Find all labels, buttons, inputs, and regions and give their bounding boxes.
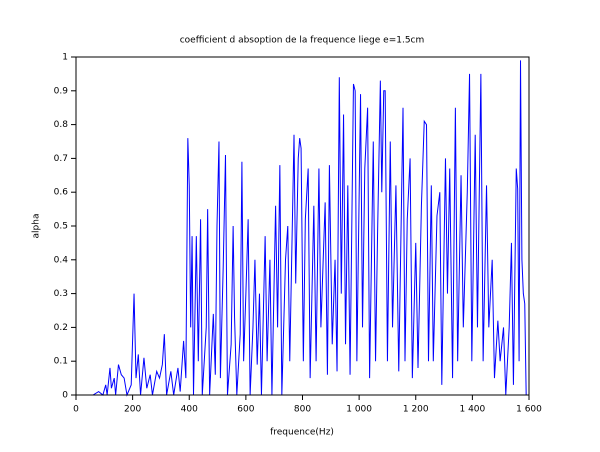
y-tick-label: 0.4	[54, 255, 69, 265]
y-tick-label: 0.1	[54, 357, 68, 367]
y-tick-label: 1	[62, 53, 68, 63]
y-tick-label: 0	[62, 391, 68, 401]
y-tick-label: 0.7	[54, 154, 68, 164]
y-tick-label: 0.5	[54, 222, 68, 232]
chart-title: coefficient d absoption de la frequence …	[180, 36, 425, 46]
y-axis-label: alpha	[32, 214, 42, 239]
x-tick-label: 800	[294, 405, 311, 415]
x-tick-label: 0	[73, 405, 79, 415]
x-tick-label: 600	[237, 405, 254, 415]
x-tick-label: 400	[181, 405, 198, 415]
y-tick-label: 0.3	[54, 289, 68, 299]
x-tick-label: 1 600	[516, 405, 542, 415]
x-tick-label: 1 000	[346, 405, 372, 415]
y-tick-label: 0.6	[54, 188, 69, 198]
y-tick-label: 0.8	[54, 120, 69, 130]
data-line	[76, 60, 529, 397]
x-tick-label: 1 200	[403, 405, 429, 415]
y-tick-label: 0.2	[54, 323, 68, 333]
x-axis-label: frequence(Hz)	[270, 428, 334, 438]
x-tick-label: 1 400	[459, 405, 485, 415]
y-tick-label: 0.9	[54, 86, 69, 96]
x-tick-label: 200	[124, 405, 141, 415]
